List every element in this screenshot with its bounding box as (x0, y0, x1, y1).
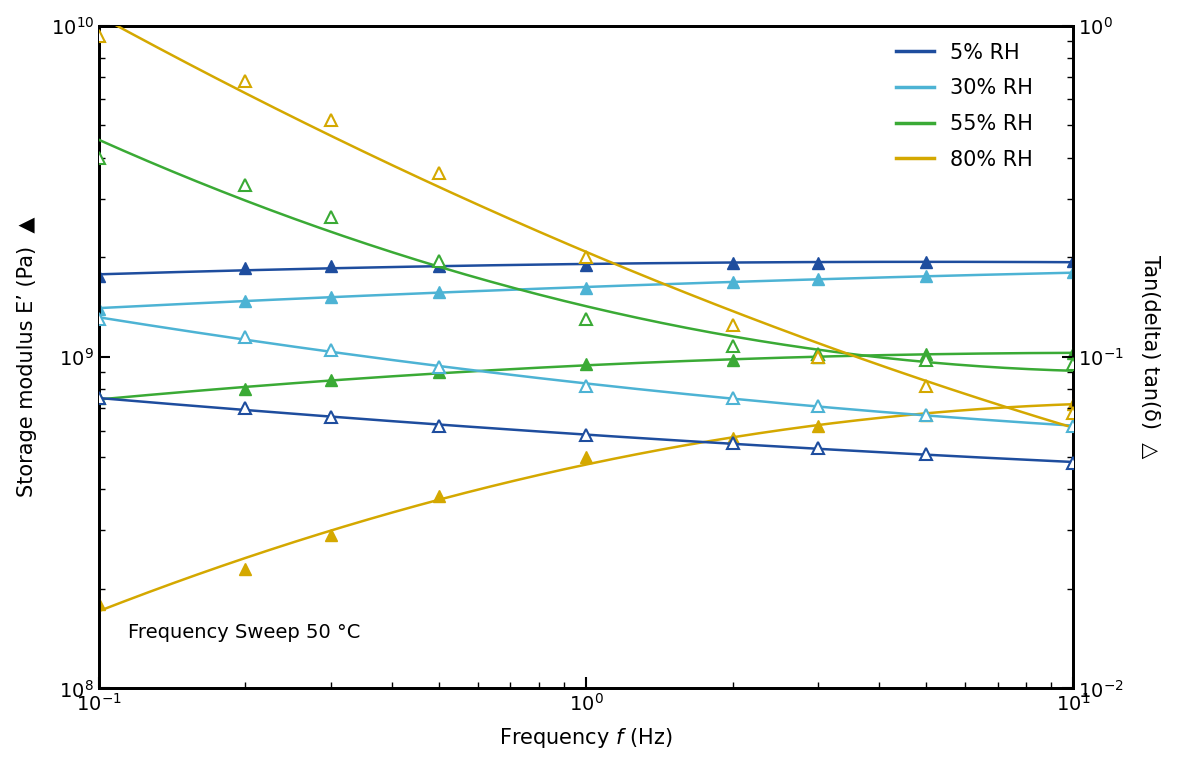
Y-axis label: Tan(delta) tan(δ)  △: Tan(delta) tan(δ) △ (1141, 255, 1161, 459)
Text: Frequency Sweep 50 °C: Frequency Sweep 50 °C (128, 623, 360, 642)
Legend: 5% RH, 30% RH, 55% RH, 80% RH: 5% RH, 30% RH, 55% RH, 80% RH (897, 43, 1033, 170)
X-axis label: Frequency $f$ (Hz): Frequency $f$ (Hz) (499, 726, 673, 750)
Y-axis label: Storage modulus E’ (Pa)  ▲: Storage modulus E’ (Pa) ▲ (16, 217, 36, 497)
